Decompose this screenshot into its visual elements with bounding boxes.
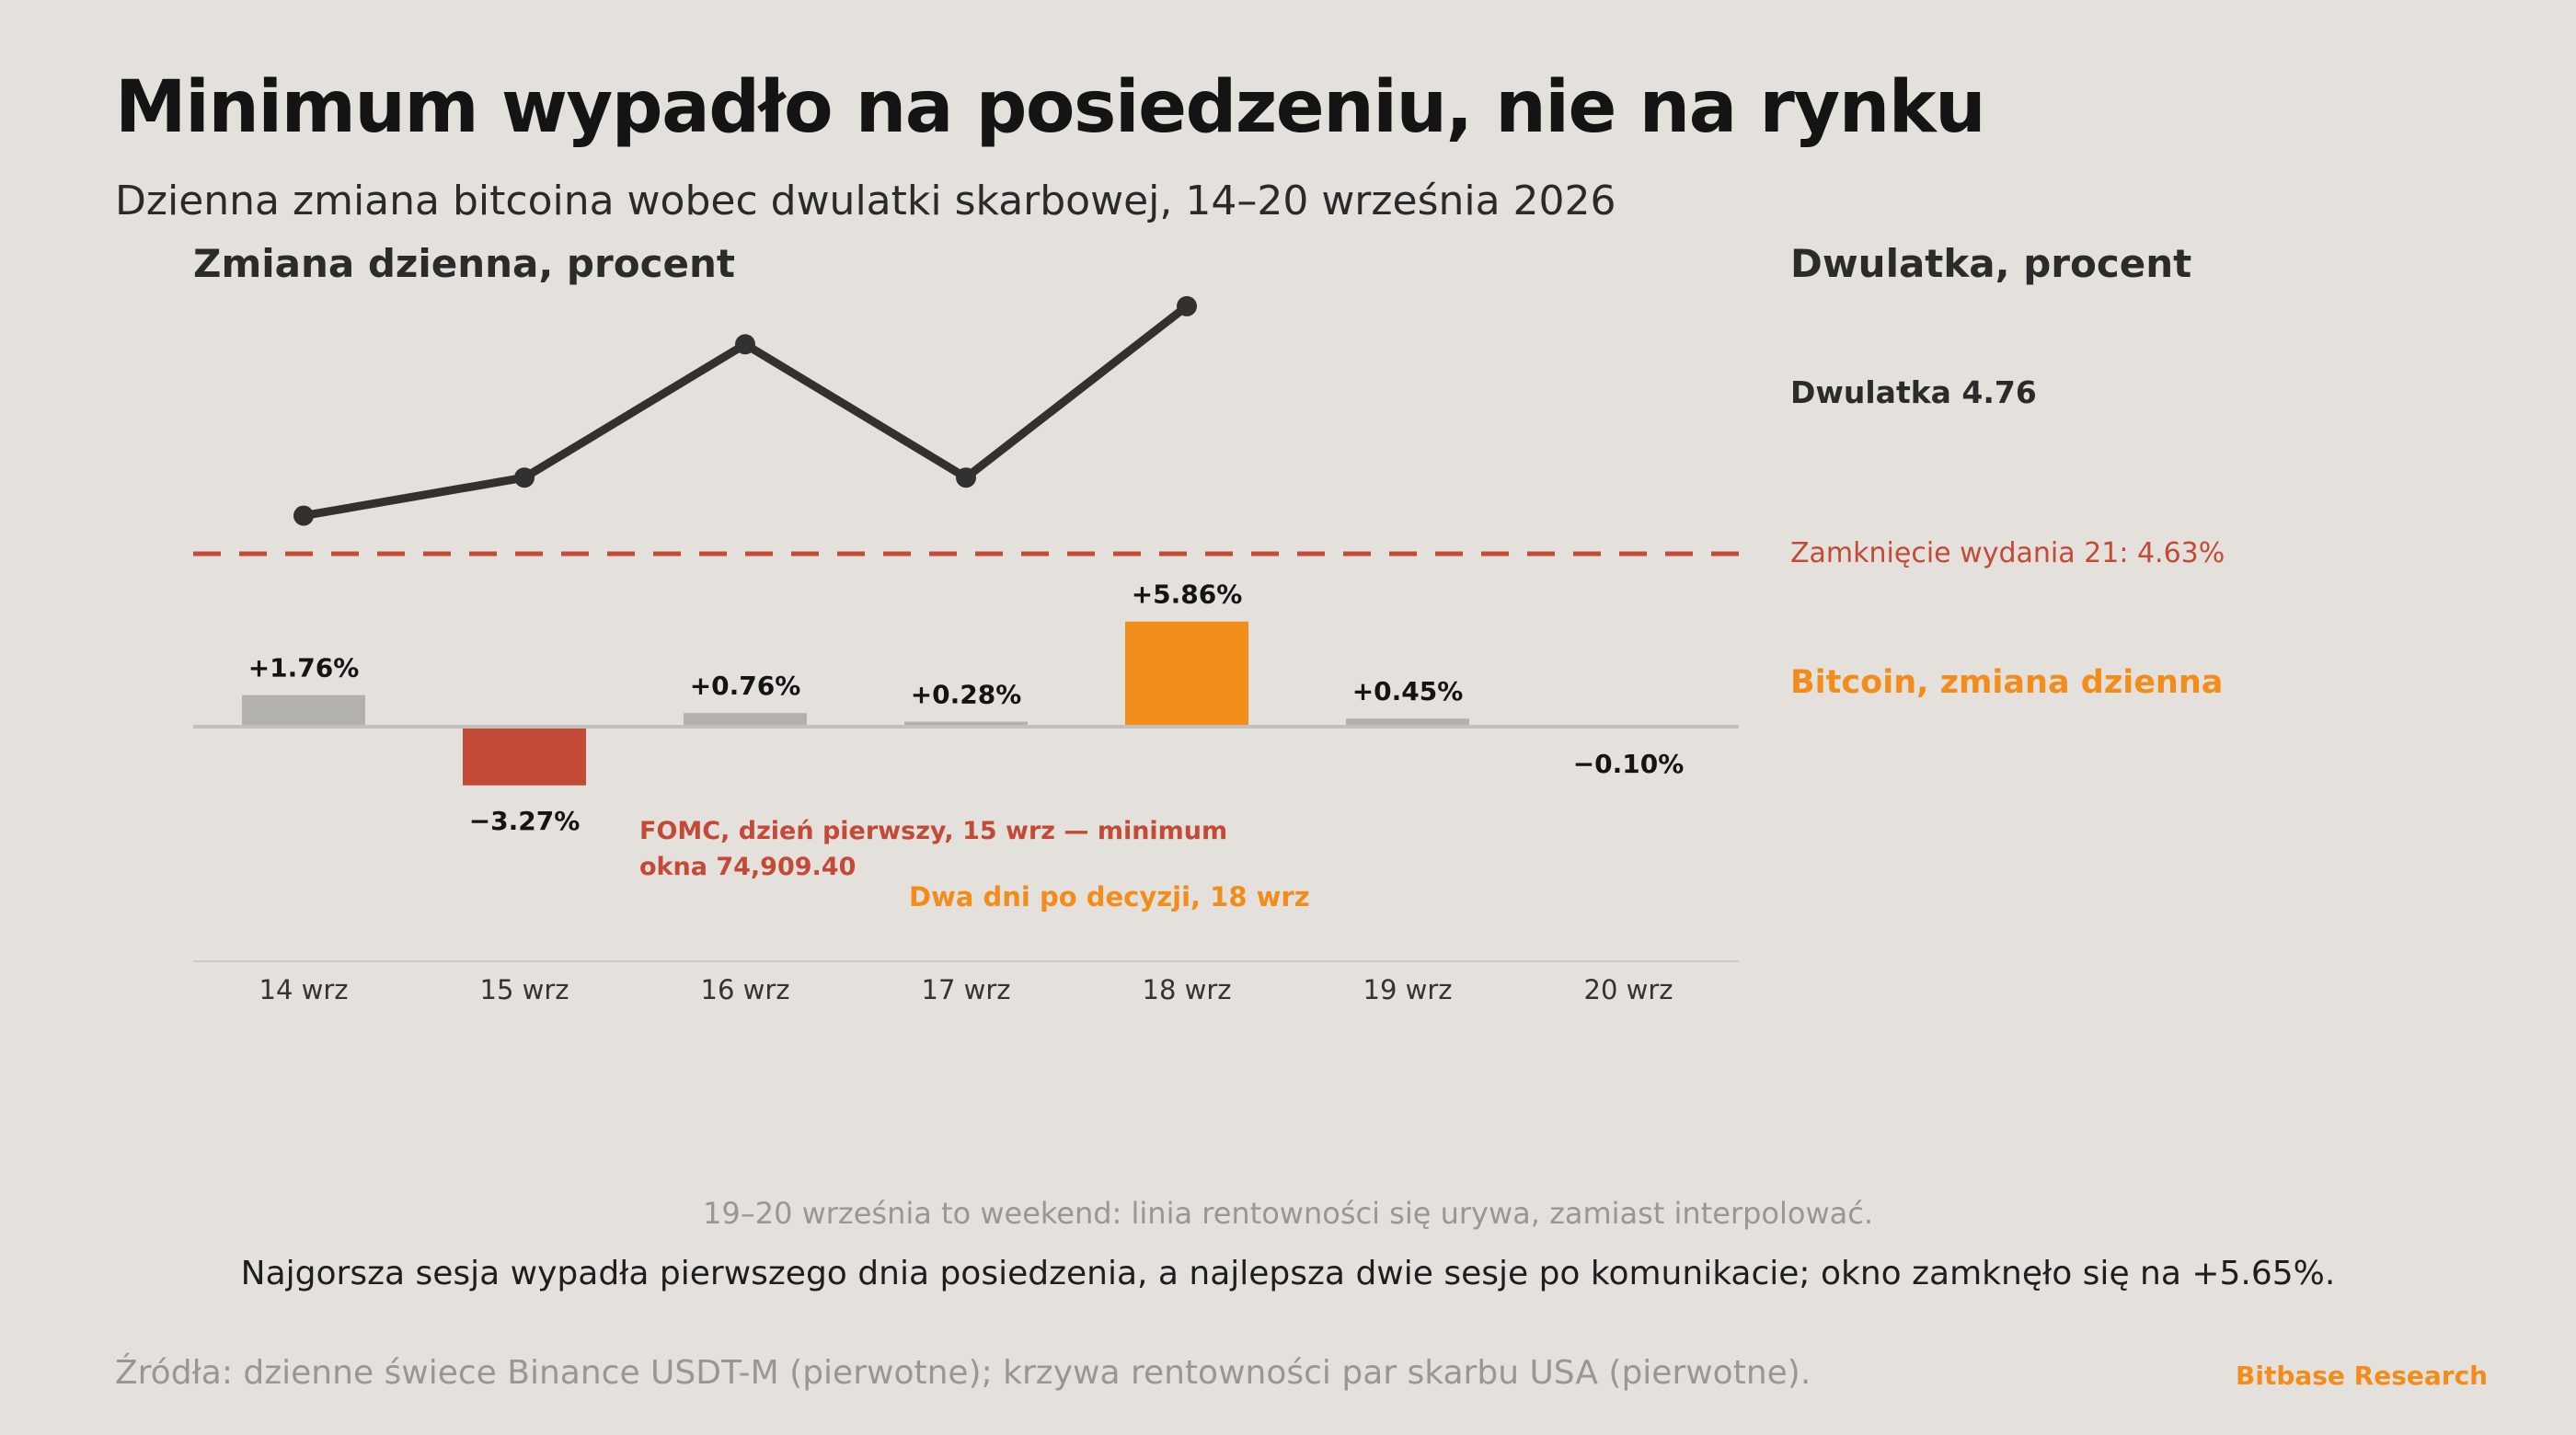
yield-series-label: Dwulatka 4.76 <box>1790 374 2037 410</box>
yield-point <box>293 505 314 526</box>
x-tick-label: 19 wrz <box>1363 974 1453 1005</box>
takeaway-text: Najgorsza sesja wypadła pierwszego dnia … <box>240 1255 2336 1292</box>
bitcoin-series-label: Bitcoin, zmiana dzienna <box>1790 664 2224 701</box>
labels-layer: +1.76% −3.27% +0.76% +0.28% +5.86% +0.45% −0.1… <box>248 580 1685 1005</box>
bar-value-label: −0.10% <box>1573 749 1685 779</box>
x-tick-label: 14 wrz <box>259 974 349 1005</box>
left-axis-title: Zmiana dzienna, procent <box>193 241 735 286</box>
bars-layer <box>242 621 1690 786</box>
yield-point <box>1177 295 1197 316</box>
yield-point <box>514 467 535 488</box>
bar-14-wrz <box>242 695 365 727</box>
yield-point <box>956 467 976 488</box>
axis-layer <box>193 551 1739 962</box>
bar-15-wrz <box>463 727 586 786</box>
x-tick-label: 17 wrz <box>922 974 1011 1005</box>
brand-label: Bitbase Research <box>2236 1360 2489 1391</box>
yield-line-layer <box>293 295 1197 526</box>
weekend-note: 19–20 września to weekend: linia rentown… <box>702 1196 1873 1231</box>
bar-value-label: +0.28% <box>911 680 1022 710</box>
bar-value-label: +0.45% <box>1352 676 1464 706</box>
bar-16-wrz <box>684 713 807 727</box>
x-tick-label: 18 wrz <box>1143 974 1232 1005</box>
chart-title: Minimum wypadło na posiedzeniu, nie na r… <box>115 66 1986 149</box>
annotation-fomc: FOMC, dzień pierwszy, 15 wrz — minimum <box>639 817 1227 845</box>
chart-subtitle: Dzienna zmiana bitcoina wobec dwulatki s… <box>115 178 1616 224</box>
source-note: Źródła: dzienne świece Binance USDT-M (p… <box>115 1354 1811 1392</box>
bar-17-wrz <box>904 721 1028 727</box>
bar-value-label: +0.76% <box>690 671 801 701</box>
annotation-fomc: okna 74,909.40 <box>639 853 856 881</box>
reference-line-label: Zamknięcie wydania 21: 4.63% <box>1790 537 2225 569</box>
x-tick-label: 15 wrz <box>480 974 569 1005</box>
bar-19-wrz <box>1346 718 1469 727</box>
bar-18-wrz <box>1125 621 1248 727</box>
bar-value-label: −3.27% <box>469 806 581 836</box>
x-tick-label: 16 wrz <box>701 974 790 1005</box>
annotation-decision: Dwa dni po decyzji, 18 wrz <box>909 881 1310 913</box>
bar-value-label: +5.86% <box>1132 580 1243 610</box>
right-axis-title: Dwulatka, procent <box>1790 241 2192 286</box>
yield-point <box>735 334 755 355</box>
bar-value-label: +1.76% <box>248 653 360 683</box>
x-tick-label: 20 wrz <box>1584 974 1673 1005</box>
